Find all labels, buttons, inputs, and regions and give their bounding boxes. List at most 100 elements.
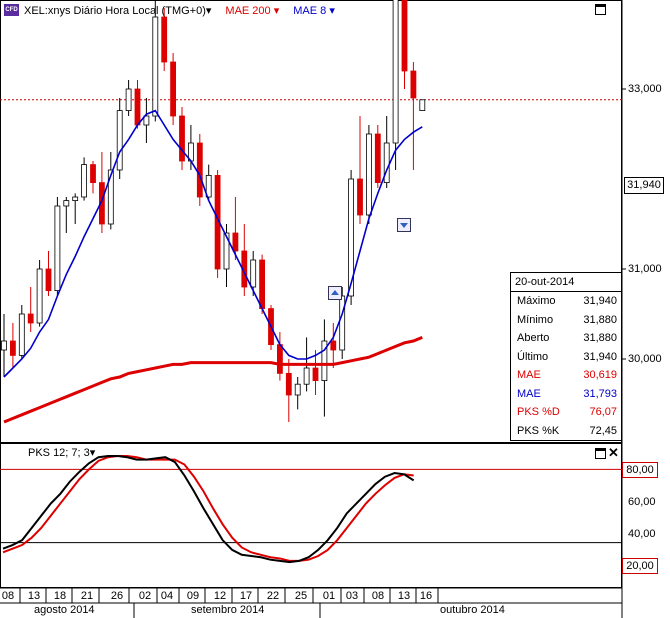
candle-body xyxy=(1,340,7,351)
candle[interactable] xyxy=(18,305,25,359)
candle[interactable] xyxy=(36,260,43,327)
candle[interactable] xyxy=(392,0,399,170)
candle-body xyxy=(232,232,239,252)
candle[interactable] xyxy=(365,125,372,224)
candle[interactable] xyxy=(170,53,177,125)
candle-body xyxy=(72,196,79,201)
mae200-indicator[interactable]: MAE 200 ▾ xyxy=(225,4,279,17)
data-window-label: Mínimo xyxy=(517,313,554,326)
chart-header: XEL:xnys Diário Hora Local (TMG+0)▾ MAE … xyxy=(24,2,335,18)
stochastic-label: PKS 12; 7; 3 xyxy=(28,447,90,459)
candle-body xyxy=(205,174,212,198)
candle[interactable] xyxy=(179,107,185,170)
candle[interactable] xyxy=(357,116,363,224)
candle[interactable] xyxy=(223,224,230,287)
candle-body xyxy=(161,16,168,63)
candle[interactable] xyxy=(312,350,319,395)
y-tick-label: 30,000 xyxy=(628,353,662,365)
buy-signal-marker[interactable] xyxy=(328,286,342,300)
cfd-icon[interactable]: CFD xyxy=(4,4,19,16)
candle[interactable] xyxy=(250,251,257,296)
candle-body xyxy=(223,232,230,270)
candle[interactable] xyxy=(125,80,132,116)
mae200-label: MAE 200 xyxy=(225,4,271,17)
chevron-down-icon[interactable]: ▾ xyxy=(89,447,96,459)
sell-signal-marker[interactable] xyxy=(397,218,411,232)
candle-body xyxy=(348,178,355,297)
symbol-label: XEL:xnys Diário Hora Local (TMG+0) xyxy=(24,4,206,17)
data-window-row: MAE 31,793 xyxy=(511,385,621,404)
x-tick-label: 26 xyxy=(110,590,124,602)
arrow-up-icon xyxy=(331,290,339,295)
data-window-value: 31,940 xyxy=(583,295,617,307)
candle-body xyxy=(81,164,87,198)
x-tick-label: 08 xyxy=(371,590,385,602)
x-tick-label: 01 xyxy=(322,590,336,602)
candle-body xyxy=(276,344,283,374)
stochastic-title[interactable]: PKS 12; 7; 3▾ xyxy=(28,446,95,459)
x-tick-label: 22 xyxy=(266,590,280,602)
data-window-row: Aberto 31,880 xyxy=(511,329,621,348)
candle[interactable] xyxy=(72,193,79,224)
x-tick-label: 18 xyxy=(53,590,67,602)
candle[interactable] xyxy=(1,314,7,377)
candle[interactable] xyxy=(294,377,301,410)
chevron-down-icon[interactable]: ▾ xyxy=(329,4,335,17)
maximize-panel-icon[interactable] xyxy=(595,448,606,459)
close-icon[interactable]: ✕ xyxy=(608,445,619,460)
chevron-down-icon[interactable]: ▾ xyxy=(205,4,212,17)
candle[interactable] xyxy=(143,98,150,143)
data-window-row: Máximo 31,940 xyxy=(511,292,621,311)
candle[interactable] xyxy=(410,62,417,170)
candle[interactable] xyxy=(99,152,105,233)
candle-body xyxy=(99,182,105,225)
x-tick-label: 25 xyxy=(294,590,308,602)
candle[interactable] xyxy=(81,157,87,201)
candle[interactable] xyxy=(330,323,337,368)
candle-body xyxy=(294,383,301,396)
data-window-label: PKS %K xyxy=(517,424,560,437)
x-tick-label: 16 xyxy=(419,590,433,602)
candle[interactable] xyxy=(45,251,52,296)
candle[interactable] xyxy=(339,287,346,359)
data-window-label: MAE xyxy=(517,369,541,381)
mae8-indicator[interactable]: MAE 8 ▾ xyxy=(293,4,335,17)
candle[interactable] xyxy=(107,152,114,230)
data-window-row: PKS %K 72,45 xyxy=(511,422,621,441)
candle[interactable] xyxy=(90,161,96,194)
candle[interactable] xyxy=(116,98,123,179)
x-tick-label: 13 xyxy=(27,590,41,602)
candle-body xyxy=(125,88,132,112)
maximize-panel-icon[interactable] xyxy=(595,4,606,15)
candle[interactable] xyxy=(285,359,292,422)
candle[interactable] xyxy=(54,197,61,296)
upper-level-tag: 80,00 xyxy=(622,462,658,478)
candle[interactable] xyxy=(27,287,34,332)
data-window-value: 31,880 xyxy=(583,313,617,326)
candle-body xyxy=(36,268,43,324)
candle[interactable] xyxy=(196,134,203,206)
candle-body xyxy=(321,340,328,381)
candle[interactable] xyxy=(205,164,212,201)
candle[interactable] xyxy=(161,8,168,71)
candle[interactable] xyxy=(214,170,221,278)
mae8-line xyxy=(3,109,423,378)
x-tick-label: 04 xyxy=(160,590,174,602)
candle[interactable] xyxy=(9,323,16,368)
symbol-selector[interactable]: XEL:xnys Diário Hora Local (TMG+0)▾ xyxy=(24,4,211,17)
candle-body xyxy=(18,313,25,356)
candle-body xyxy=(339,295,346,351)
arrow-down-icon xyxy=(400,223,408,228)
candle[interactable] xyxy=(232,197,239,260)
candle-body xyxy=(250,259,257,288)
candle[interactable] xyxy=(63,197,70,233)
candle[interactable] xyxy=(321,319,328,417)
candle[interactable] xyxy=(401,0,408,89)
candle[interactable] xyxy=(374,125,381,188)
candle[interactable] xyxy=(152,0,159,122)
data-window-row: MAE 30,619 xyxy=(511,366,621,385)
chevron-down-icon[interactable]: ▾ xyxy=(273,4,280,17)
candle[interactable] xyxy=(419,99,426,112)
price-chart xyxy=(0,0,622,424)
